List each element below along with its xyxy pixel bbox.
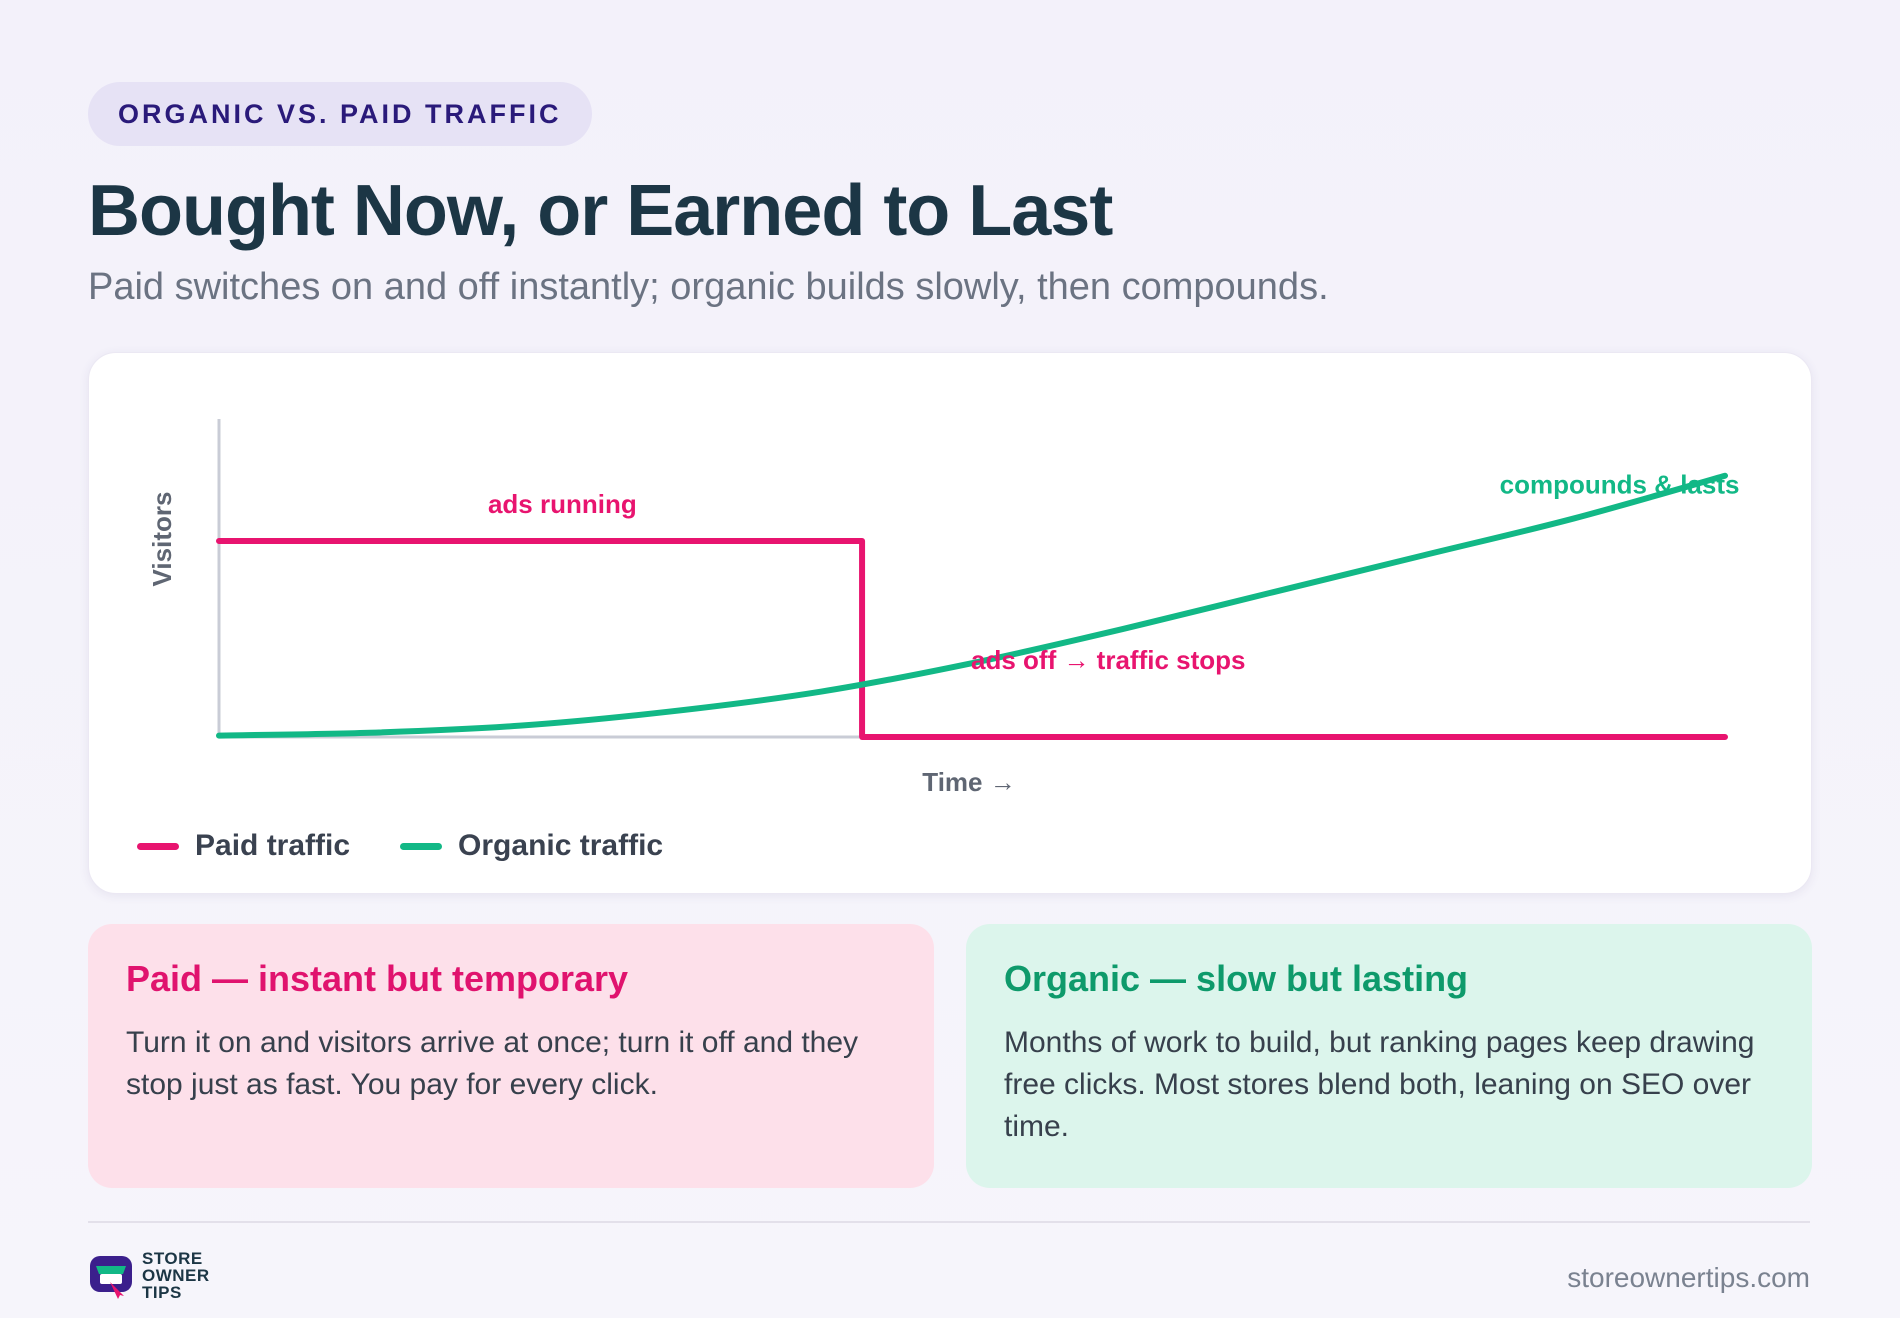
paid-card-title: Paid — instant but temporary <box>126 958 629 999</box>
organic-card-body: Months of work to build, but ranking pag… <box>1004 1026 1755 1143</box>
brand-logo: STORE OWNER TIPS <box>88 1250 210 1301</box>
category-badge: ORGANIC VS. PAID TRAFFIC <box>88 82 592 146</box>
organic-card-title: Organic — slow but lasting <box>1004 958 1469 999</box>
site-url: storeownertips.com <box>1567 1262 1810 1293</box>
brand-line-1: STORE <box>142 1249 203 1268</box>
traffic-chart: Visitors Time → ads running ads off → tra… <box>147 419 1740 797</box>
paid-summary-card: Paid — instant but temporary Turn it on … <box>88 924 934 1188</box>
chart-card: Visitors Time → ads running ads off → tra… <box>88 352 1812 894</box>
legend-item-organic: Organic traffic <box>400 829 663 863</box>
footer-divider <box>88 1221 1810 1223</box>
y-axis-label: Visitors <box>147 492 177 587</box>
x-axis-label: Time → <box>922 767 1015 797</box>
page-title: Bought Now, or Earned to Last <box>88 171 1113 251</box>
brand-line-2: OWNER <box>142 1266 210 1285</box>
legend-swatch-paid <box>137 842 179 850</box>
legend-item-paid: Paid traffic <box>137 829 350 863</box>
legend-label-paid: Paid traffic <box>195 829 351 862</box>
paid-card-body: Turn it on and visitors arrive at once; … <box>126 1026 859 1101</box>
legend-swatch-organic <box>400 842 443 850</box>
brand-line-3: TIPS <box>142 1283 182 1302</box>
brand-wordmark: STORE OWNER TIPS <box>142 1250 210 1301</box>
organic-summary-card: Organic — slow but lasting Months of wor… <box>966 924 1812 1188</box>
page-subtitle: Paid switches on and off instantly; orga… <box>88 266 1329 308</box>
annotation-layer: ads running ads off → traffic stops compou… <box>488 470 1740 675</box>
organic-traffic-line <box>216 472 1728 739</box>
annotation-ads-running: ads running <box>488 489 637 519</box>
chart-legend: Paid traffic Organic traffic <box>137 829 663 863</box>
annotation-ads-off: ads off → traffic stops <box>971 645 1245 675</box>
series-layer <box>216 472 1728 740</box>
category-label: ORGANIC VS. PAID TRAFFIC <box>118 98 562 129</box>
paid-traffic-line <box>216 538 1728 740</box>
storefront-cart-icon <box>90 1255 132 1299</box>
legend-label-organic: Organic traffic <box>458 829 664 862</box>
annotation-compounds: compounds & lasts <box>1500 470 1740 500</box>
